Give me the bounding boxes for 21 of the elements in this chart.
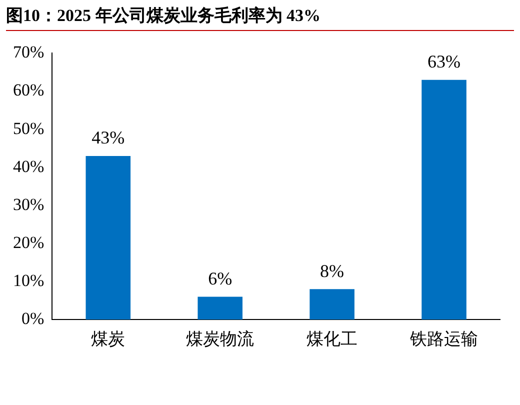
x-tick-label: 煤炭: [91, 329, 126, 348]
y-tick-label: 40%: [12, 156, 44, 176]
data-label: 8%: [320, 260, 344, 281]
bar: [198, 296, 242, 320]
y-tick-label: 20%: [12, 232, 44, 252]
bar: [422, 80, 466, 320]
y-tick-label: 50%: [12, 118, 44, 138]
y-tick-label: 70%: [12, 42, 44, 62]
y-tick-label: 30%: [12, 194, 44, 214]
x-tick-label: 铁路运输: [409, 329, 478, 348]
y-tick-label: 60%: [12, 80, 44, 100]
chart-title: 图10：2025 年公司煤炭业务毛利率为 43%: [6, 4, 514, 31]
bar: [310, 289, 354, 320]
data-label: 63%: [428, 52, 461, 72]
x-tick-label: 煤炭物流: [186, 329, 254, 348]
y-tick-label: 10%: [12, 271, 44, 290]
x-tick-label: 煤化工: [306, 329, 358, 348]
y-tick-label: 0%: [21, 309, 44, 328]
data-label: 43%: [92, 128, 125, 148]
bar: [86, 156, 131, 320]
data-label: 6%: [208, 268, 232, 288]
